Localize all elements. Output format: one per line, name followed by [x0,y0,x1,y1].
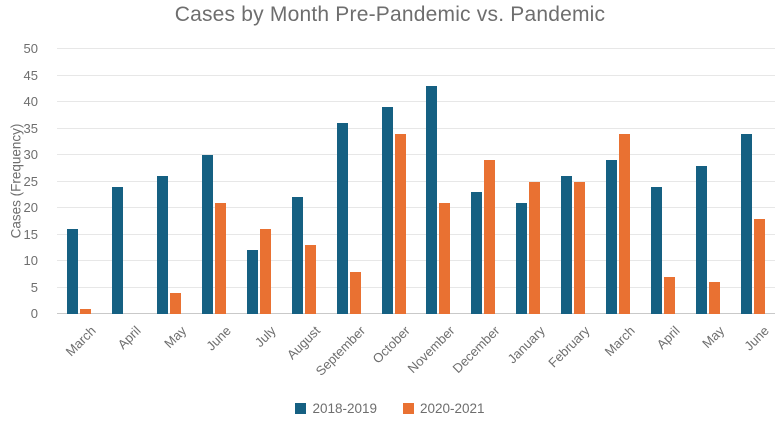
x-axis-label: November [405,323,459,377]
y-tick-label: 45 [23,67,38,83]
gridline [57,286,775,288]
bar-2020-2021-12 [618,133,630,314]
x-axis-label: March [62,323,100,360]
y-tick-label: 50 [23,41,38,56]
x-axis-label: April [653,323,683,353]
legend: 2018-2019 2020-2021 [0,401,780,416]
bar-2020-2021-2 [170,292,182,314]
y-tick-label: 35 [23,120,38,136]
gridline [57,154,775,155]
x-axis-label: December [449,323,503,377]
x-axis-label: October [369,323,414,367]
bar-2018-2019-13 [650,186,662,314]
gridline [57,260,775,261]
x-axis-label: August [284,323,324,363]
x-axis-label: May [699,323,728,351]
gridline [57,74,775,76]
bar-2020-2021-6 [349,271,361,314]
bar-2018-2019-10 [516,202,528,314]
bar-2018-2019-15 [740,133,752,314]
legend-item-2018-2019: 2018-2019 [295,401,377,416]
legend-label: 2018-2019 [312,401,377,416]
gridline [57,101,775,102]
bar-2018-2019-6 [336,123,348,314]
legend-item-2020-2021: 2020-2021 [403,401,485,416]
y-tick-label: 40 [23,94,38,109]
bar-2020-2021-11 [574,181,586,314]
y-tick-label: 25 [23,173,38,189]
y-tick-label: 15 [23,226,38,242]
legend-label: 2020-2021 [420,401,485,416]
bar-2018-2019-12 [605,160,617,314]
plot-area [57,48,775,314]
bar-2020-2021-13 [663,276,675,314]
bar-2018-2019-1 [112,186,124,314]
x-axis-label: February [545,323,593,371]
y-tick-label: 10 [23,253,38,268]
y-tick-label: 20 [23,200,38,215]
gridline [57,207,775,208]
chart-title: Cases by Month Pre-Pandemic vs. Pandemic [174,3,606,26]
y-tick-label: 5 [30,279,38,295]
bar-2020-2021-7 [394,133,406,314]
x-axis-label: April [114,323,144,353]
bar-2018-2019-4 [246,250,258,314]
bar-2018-2019-0 [67,229,79,314]
gridline [57,127,775,129]
bar-2018-2019-3 [202,155,214,314]
bar-2020-2021-14 [708,282,720,314]
bar-2020-2021-8 [439,202,451,314]
bar-2020-2021-0 [80,308,92,314]
bar-2018-2019-5 [291,197,303,314]
y-tick-label: 30 [23,147,38,162]
gridline [57,233,775,235]
x-axis-label: May [160,323,189,351]
bar-2020-2021-9 [484,160,496,314]
bar-2020-2021-3 [215,202,227,314]
bar-2018-2019-8 [426,86,438,314]
bar-2018-2019-14 [695,165,707,314]
y-tick-label: 0 [30,306,38,321]
bar-2020-2021-4 [259,229,271,314]
gridline [57,48,775,49]
gridline [57,180,775,182]
x-axis-line [57,313,775,314]
bar-2018-2019-2 [157,176,169,314]
bar-2018-2019-11 [561,176,573,314]
legend-swatch [403,403,414,414]
bar-2020-2021-15 [753,218,765,314]
x-axis-label: March [601,323,638,360]
x-axis-label: June [203,323,234,354]
x-axis-label: January [504,323,548,367]
bar-2020-2021-5 [304,245,316,314]
bar-2018-2019-7 [381,107,393,314]
bar-2020-2021-10 [529,181,541,314]
x-axis-label: June [741,323,773,354]
bar-2018-2019-9 [471,192,483,314]
x-axis-label: July [251,323,279,350]
legend-swatch [295,403,307,414]
